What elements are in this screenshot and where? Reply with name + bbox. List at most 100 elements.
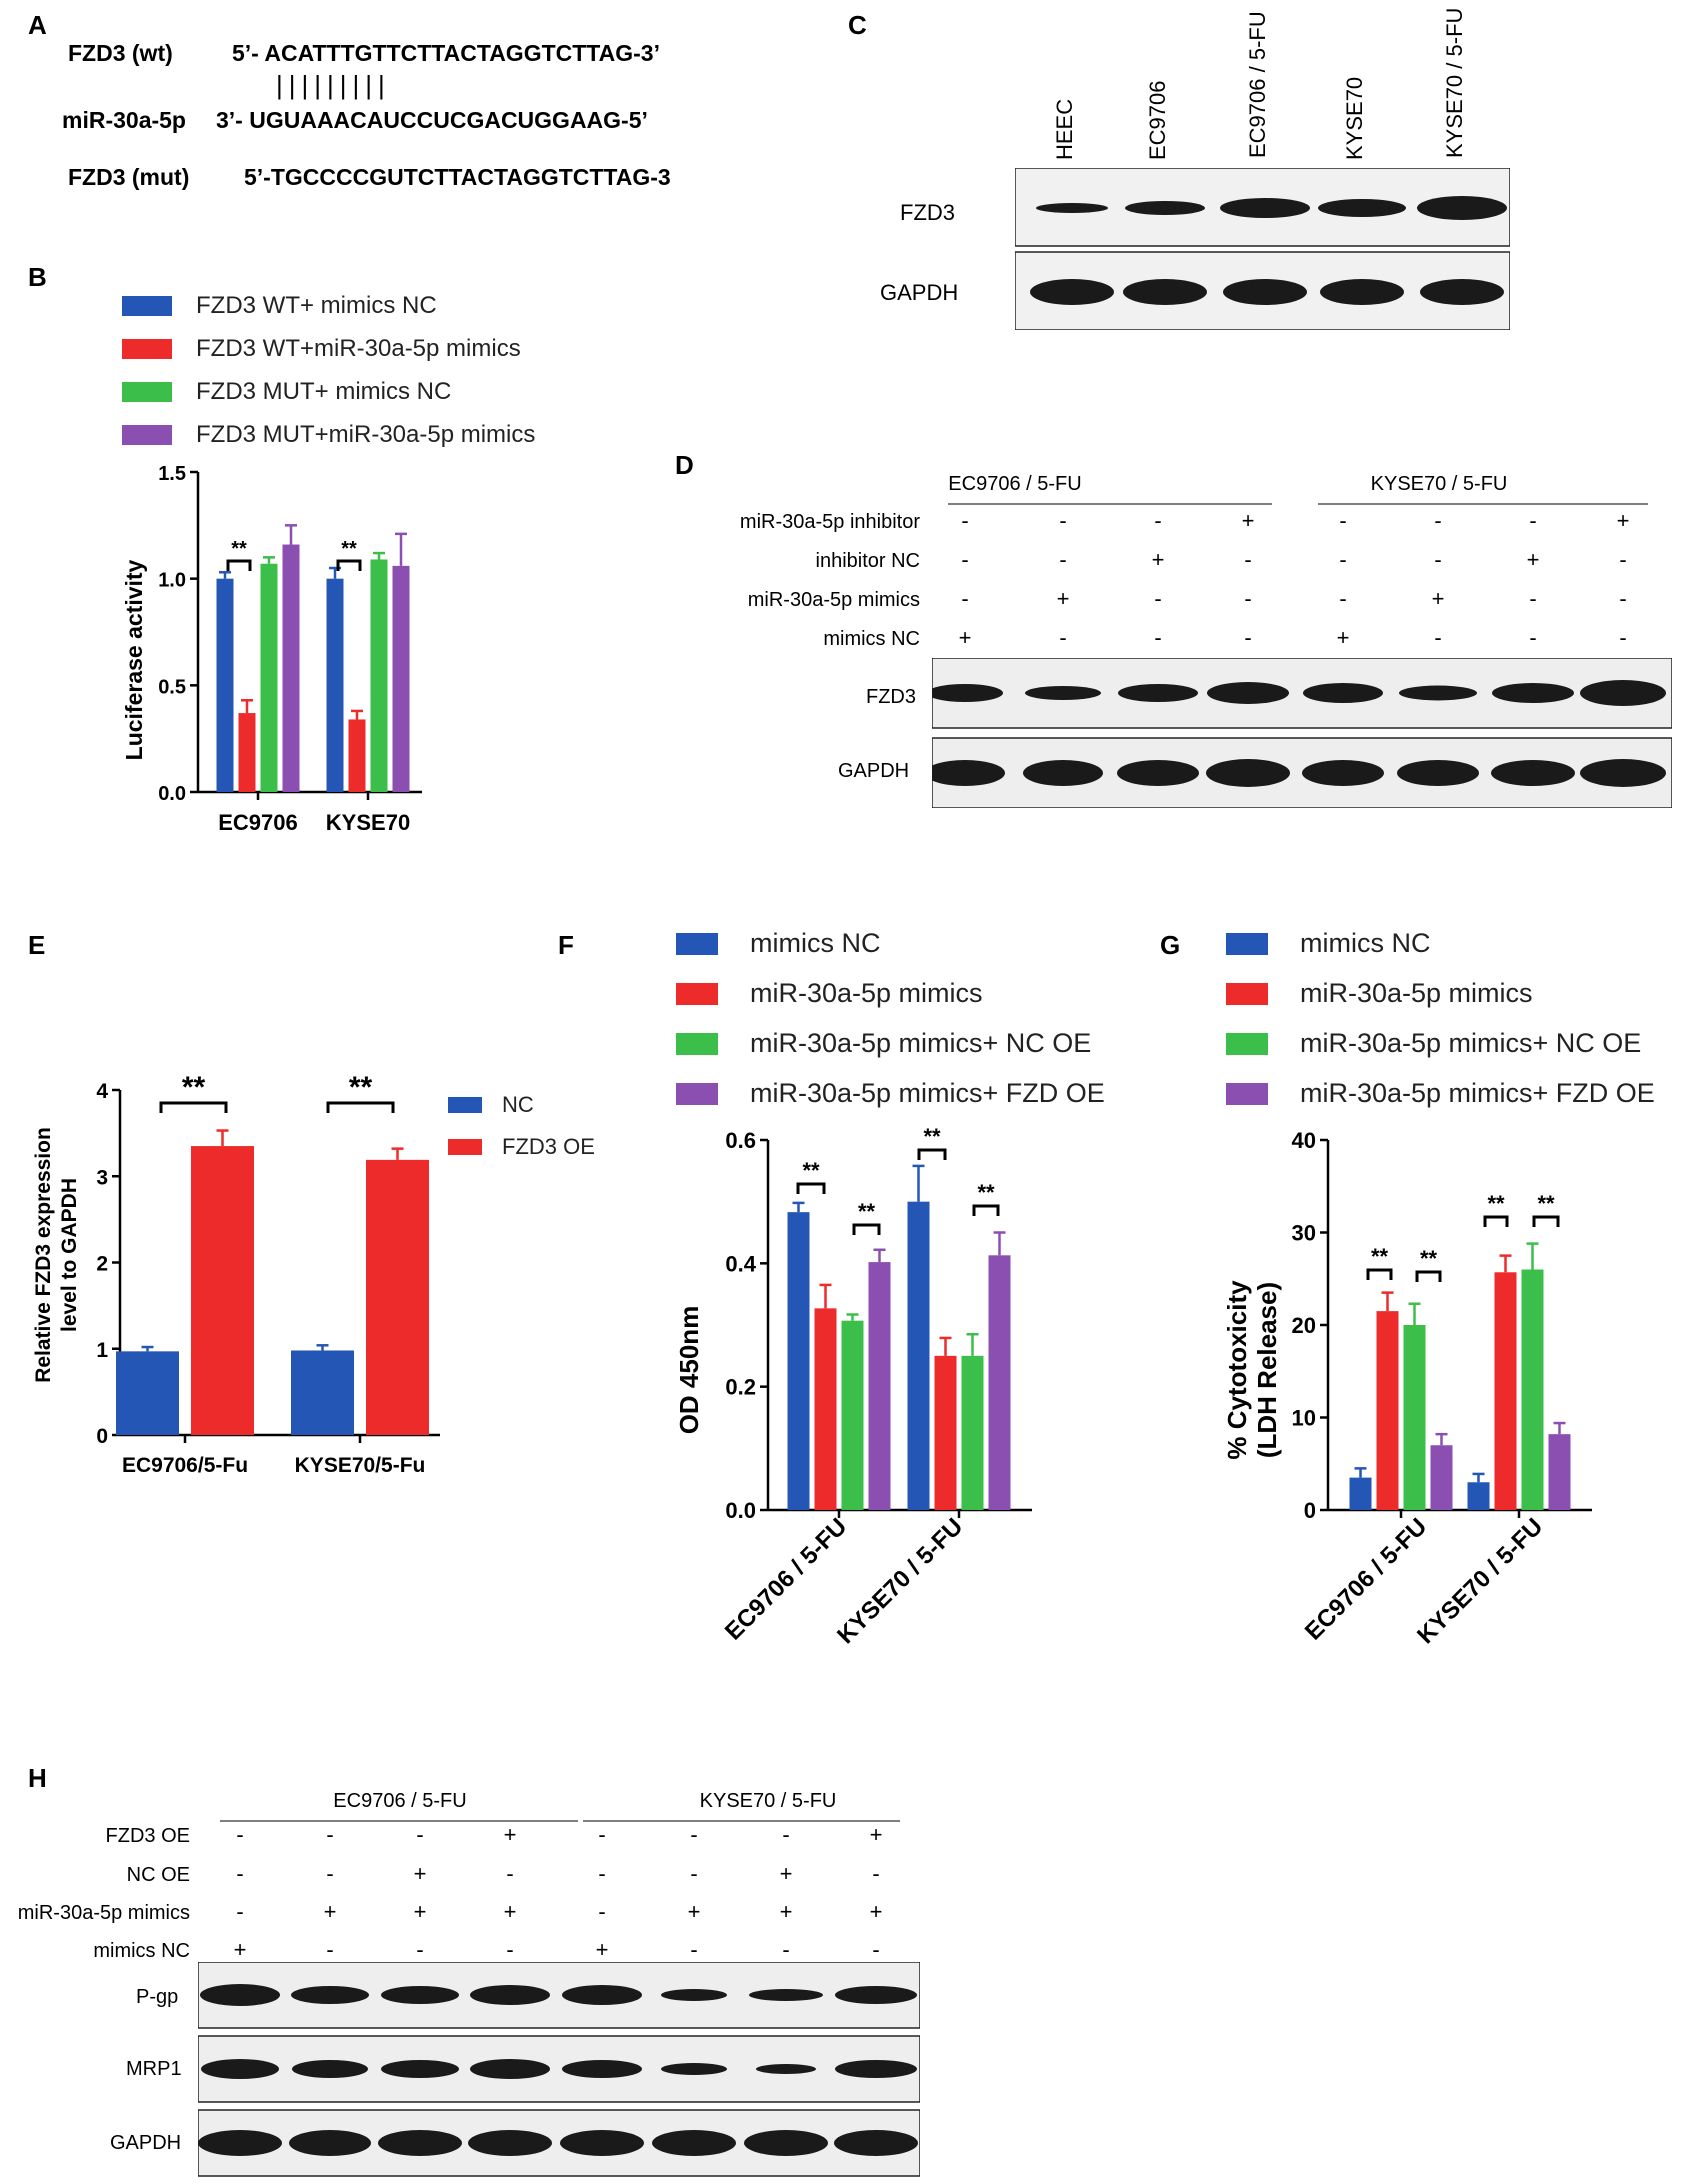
- legend-swatch-purple: [1226, 1082, 1268, 1105]
- bar: [1403, 1325, 1426, 1510]
- legend-swatch-blue: [122, 296, 172, 316]
- legend-label: miR-30a-5p mimics: [750, 978, 983, 1008]
- significance-bracket: [852, 1223, 881, 1235]
- legend-label: FZD3 MUT+ mimics NC: [196, 378, 452, 405]
- significance-bracket: [226, 559, 252, 571]
- y-tick-label: 0.5: [158, 676, 186, 698]
- legend-swatch-green: [676, 1032, 718, 1055]
- condition-sign: -: [1619, 625, 1626, 650]
- lane-label: HEEC: [1052, 99, 1077, 160]
- blot-d-row-label-fzd3: FZD3: [866, 686, 916, 708]
- significance-bracket: [1366, 1268, 1393, 1280]
- condition-sign: +: [596, 1937, 609, 1960]
- band: [932, 760, 1005, 786]
- chart-f-significance: ** ** ** **: [796, 1124, 1000, 1235]
- condition-sign: -: [961, 547, 968, 572]
- bar: [260, 563, 278, 792]
- legend-swatch-green: [122, 382, 172, 402]
- panel-label-f: F: [558, 930, 574, 960]
- chart-g-ylabel-1: % Cytotoxicity: [1222, 1280, 1252, 1460]
- bar: [282, 544, 300, 792]
- condition-sign: -: [961, 586, 968, 611]
- chart-g-significance: ** ** ** **: [1366, 1191, 1560, 1282]
- chart-f-xtick-0: EC9706 / 5-FU: [720, 1513, 852, 1645]
- band: [562, 2060, 642, 2078]
- condition-sign: -: [1529, 586, 1536, 611]
- bar: [392, 565, 410, 792]
- bar: [1494, 1272, 1517, 1510]
- chart-e-ylabel-2: level to GAPDH: [58, 1178, 81, 1332]
- y-tick-label: 3: [96, 1166, 108, 1189]
- legend-label: miR-30a-5p mimics+ FZD OE: [1300, 1078, 1655, 1108]
- band: [201, 2059, 279, 2079]
- seq-mir: 3’- UGUAAACAUCCUCGACUGGAAG-5’: [216, 107, 648, 133]
- bar: [1467, 1482, 1490, 1510]
- legend-item: miR-30a-5p mimics+ FZD OE: [676, 1078, 1105, 1109]
- panel-label-c: C: [848, 10, 867, 40]
- condition-sign: -: [1244, 586, 1251, 611]
- band-fzd3: [1036, 203, 1108, 213]
- band: [1580, 680, 1666, 706]
- condition-sign: -: [1154, 625, 1161, 650]
- legend-label: FZD3 OE: [502, 1134, 595, 1159]
- condition-sign: +: [414, 1861, 427, 1886]
- condition-sign: -: [1244, 625, 1251, 650]
- bar: [907, 1201, 930, 1510]
- condition-sign: -: [1529, 625, 1536, 650]
- significance-mark: **: [349, 1071, 373, 1104]
- bar: [1376, 1311, 1399, 1510]
- legend-label: mimics NC: [750, 928, 881, 958]
- chart-g-ylabel-2: (LDH Release): [1252, 1282, 1282, 1458]
- condition-sign: -: [1529, 508, 1536, 533]
- panel-label-h: H: [28, 1763, 47, 1793]
- condition-sign: -: [690, 1937, 697, 1960]
- condition-sign: -: [690, 1861, 697, 1886]
- legend-swatch-blue: [448, 1097, 482, 1113]
- band: [291, 1986, 369, 2004]
- legend-item: mimics NC: [676, 928, 880, 959]
- band: [661, 2063, 727, 2075]
- band: [470, 1985, 550, 2005]
- legend-label: FZD3 WT+ mimics NC: [196, 292, 437, 319]
- significance-bracket: [796, 1182, 826, 1194]
- bar: [191, 1146, 254, 1435]
- band: [381, 2060, 459, 2078]
- band: [744, 2130, 828, 2156]
- condition-label: mimics NC: [823, 628, 920, 650]
- significance-mark: **: [923, 1124, 941, 1149]
- chart-f-yaxis: 0.0 0.2 0.4 0.6: [725, 1128, 1032, 1523]
- band-fzd3: [1318, 199, 1406, 217]
- band: [1025, 686, 1101, 700]
- bar: [116, 1351, 179, 1435]
- band-fzd3: [1417, 196, 1507, 220]
- chart-f: OD 450nm 0.0 0.2 0.4 0.6 ** ** ** ** EC9706 / …: [674, 1124, 1032, 1649]
- chart-b-significance: ** **: [226, 538, 362, 571]
- band: [289, 2130, 371, 2156]
- legend-item: miR-30a-5p mimics+ NC OE: [1226, 1028, 1641, 1059]
- panel-label-e: E: [28, 930, 46, 960]
- chart-f-xtick-1: KYSE70 / 5-FU: [832, 1513, 968, 1649]
- significance-bracket: [972, 1204, 1000, 1216]
- y-tick-label: 10: [1292, 1406, 1316, 1431]
- condition-sign: -: [236, 1822, 243, 1847]
- legend-item: FZD3 WT+miR-30a-5p mimics: [122, 335, 521, 363]
- condition-sign: -: [236, 1899, 243, 1924]
- condition-sign: +: [870, 1822, 883, 1847]
- condition-sign: +: [324, 1899, 337, 1924]
- condition-sign: -: [236, 1861, 243, 1886]
- band: [1302, 760, 1384, 786]
- legend-swatch-red: [448, 1139, 482, 1155]
- condition-sign: -: [1154, 508, 1161, 533]
- significance-bracket: [326, 1101, 395, 1113]
- condition-sign: +: [1152, 547, 1165, 572]
- band: [661, 1989, 727, 2001]
- significance-mark: **: [182, 1071, 206, 1104]
- group-label: KYSE70 / 5-FU: [700, 1790, 837, 1812]
- condition-sign: +: [780, 1899, 793, 1924]
- condition-sign: +: [1617, 508, 1630, 533]
- condition-sign: -: [1434, 547, 1441, 572]
- significance-mark: **: [1420, 1246, 1438, 1271]
- seq-label-mir: miR-30a-5p: [62, 107, 186, 133]
- band: [652, 2130, 736, 2156]
- significance-bracket: [917, 1148, 947, 1160]
